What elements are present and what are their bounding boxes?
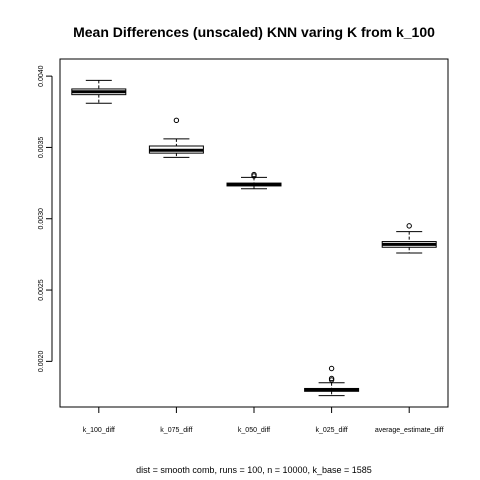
box-k_025_diff [304, 365, 360, 397]
y-tick-label: 0.0035 [38, 137, 45, 159]
x-tick-label: k_100_diff [83, 427, 115, 434]
chart-title: Mean Differences (unscaled) KNN varing K… [73, 24, 435, 40]
y-tick-label: 0.0030 [38, 208, 45, 230]
x-tick-label: k_050_diff [238, 427, 270, 434]
outlier-point [328, 365, 335, 372]
plot-frame [59, 58, 449, 408]
x-axis-categories: k_100_diff k_075_diff k_050_diff k_025_diff… [83, 407, 444, 434]
y-tick-label: 0.0040 [38, 65, 45, 87]
y-axis: 0.0020 0.0025 0.0030 0.0035 0.0040 [38, 65, 53, 373]
x-tick-label: k_075_diff [160, 427, 192, 434]
x-tick-label: average_estimate_diff [375, 427, 444, 434]
box-k_100_diff [71, 79, 127, 104]
outlier-point [406, 223, 412, 229]
y-tick-label: 0.0025 [38, 279, 45, 301]
x-axis-label: dist = smooth comb, runs = 100, n = 1000… [136, 465, 372, 475]
box-average_estimate_diff [381, 223, 437, 254]
y-tick-label: 0.0020 [38, 351, 45, 373]
outlier-point [251, 173, 257, 179]
boxes [71, 79, 437, 397]
outlier-point [173, 117, 180, 124]
x-tick-label: k_025_diff [316, 427, 348, 434]
box-k_050_diff [226, 171, 282, 190]
outlier-point [328, 377, 335, 383]
box-k_075_diff [148, 117, 204, 158]
